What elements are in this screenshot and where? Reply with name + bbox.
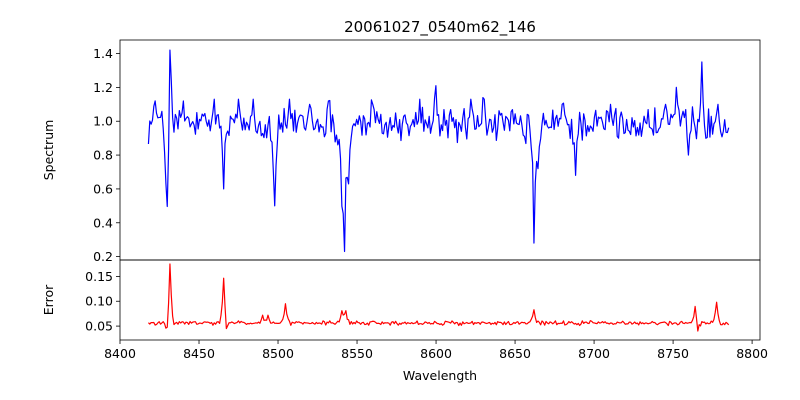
error-x-tick-label: 8650 xyxy=(499,346,531,361)
spectrum-y-axis-label: Spectrum xyxy=(41,120,56,181)
spectrum-panel: 0.2 0.4 0.6 0.8 1.0 1.2 1.4 xyxy=(93,39,761,264)
spectrum-y-tick-label: 1.4 xyxy=(93,46,113,61)
error-x-tick-label: 8600 xyxy=(420,346,452,361)
spectrum-y-tick-label: 0.6 xyxy=(93,181,113,196)
error-panel: 0.05 0.10 0.15 8400 8450 8500 8550 8600 8650 8700… xyxy=(85,259,768,361)
spectrum-y-tick-label: 0.4 xyxy=(93,215,113,230)
error-y-tick-label: 0.15 xyxy=(85,269,113,284)
error-x-tick-label: 8500 xyxy=(262,346,294,361)
error-axes-frame xyxy=(119,259,761,341)
chart-title: 20061027_0540m62_146 xyxy=(344,18,536,37)
error-y-tick-label: 0.10 xyxy=(85,294,113,309)
error-y-tick-label: 0.05 xyxy=(85,319,113,334)
spectrum-y-tick-label: 1.0 xyxy=(93,114,113,129)
error-x-tick-label: 8450 xyxy=(183,346,215,361)
error-x-tick-label: 8750 xyxy=(657,346,689,361)
error-x-tick-label: 8400 xyxy=(104,346,136,361)
spectrum-y-tick-label: 0.2 xyxy=(93,249,113,264)
error-y-axis-label: Error xyxy=(41,284,56,315)
x-axis-label: Wavelength xyxy=(403,368,477,383)
error-x-tick-label: 8550 xyxy=(341,346,373,361)
spectrum-y-tick-label: 0.8 xyxy=(93,148,113,163)
error-x-tick-label: 8700 xyxy=(578,346,610,361)
spectrum-series-line xyxy=(147,49,730,253)
spectrum-y-tick-label: 1.2 xyxy=(93,80,113,95)
error-series-line xyxy=(148,263,730,332)
error-x-tick-label: 8800 xyxy=(736,346,768,361)
